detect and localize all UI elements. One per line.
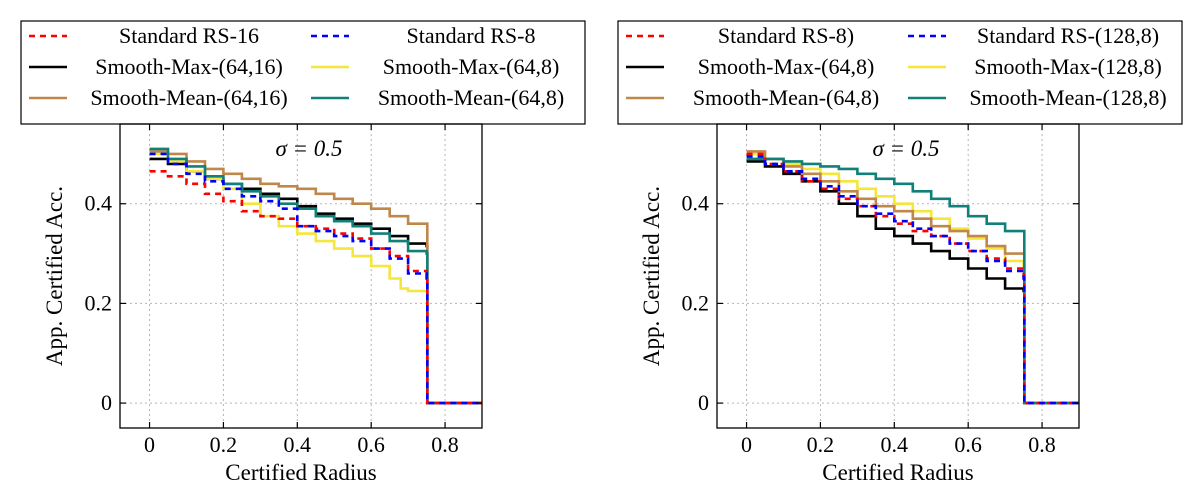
x-tick-label: 0.6 — [954, 432, 982, 457]
legend-item: Smooth-Max-(64,8) — [311, 54, 559, 79]
y-axis-label: App. Certified Acc. — [42, 186, 67, 366]
y-tick-label: 0 — [101, 390, 112, 415]
legend: Standard RS-16 Standard RS-8 Smooth-Max-(6… — [20, 20, 586, 125]
x-tick-label: 0.6 — [357, 432, 385, 457]
y-axis-label: App. Certified Acc. — [639, 186, 664, 366]
x-tick-label: 0 — [741, 432, 752, 457]
legend-label: Standard RS-8 — [407, 23, 536, 48]
x-tick-label: 0.8 — [1028, 432, 1056, 457]
legend: Standard RS-8) Standard RS-(128,8) Smooth-… — [617, 20, 1183, 125]
x-axis-label: Certified Radius — [225, 460, 376, 485]
legend-box — [20, 20, 586, 125]
series-line — [149, 152, 482, 405]
series-line — [746, 160, 1079, 405]
legend-label: Smooth-Max-(64,8) — [383, 54, 560, 79]
legend-label: Smooth-Mean-(64,8) — [378, 85, 564, 110]
sigma-annotation: σ = 0.5 — [275, 136, 342, 161]
legend-label: Smooth-Mean-(64,8) — [693, 85, 879, 110]
y-tick-label: 0.4 — [85, 191, 113, 216]
sigma-annotation: σ = 0.5 — [872, 136, 939, 161]
legend-item: Standard RS-(128,8) — [908, 23, 1159, 48]
legend-item: Standard RS-8) — [626, 23, 854, 48]
legend-item: Smooth-Mean-(128,8) — [908, 85, 1167, 110]
y-tick-label: 0.2 — [85, 290, 113, 315]
legend-label: Smooth-Max-(64,8) — [698, 54, 875, 79]
x-tick-label: 0.4 — [284, 432, 312, 457]
series-lines — [149, 147, 482, 405]
legend-label: Smooth-Mean-(128,8) — [969, 85, 1166, 110]
x-tick-label: 0.8 — [431, 432, 459, 457]
series-line — [149, 150, 482, 405]
legend-item: Smooth-Mean-(64,8) — [311, 85, 564, 110]
legend-item: Smooth-Mean-(64,8) — [626, 85, 879, 110]
ticks: 0 0.2 0.4 0.6 0.8 0 0.2 0.4 — [682, 124, 1079, 457]
x-tick-label: 0.4 — [881, 432, 909, 457]
y-tick-label: 0.2 — [682, 290, 710, 315]
legend-label: Standard RS-(128,8) — [977, 23, 1159, 48]
series-line — [149, 170, 482, 405]
legend-label: Smooth-Max-(128,8) — [974, 54, 1162, 79]
x-tick-label: 0.2 — [210, 432, 238, 457]
chart-panel-left: Standard RS-16 Standard RS-8 Smooth-Max-(6… — [20, 20, 586, 485]
y-tick-label: 0 — [698, 390, 709, 415]
legend-item: Smooth-Mean-(64,16) — [29, 85, 288, 110]
series-line — [746, 150, 1079, 405]
plot-frame — [716, 123, 1080, 429]
legend-label: Smooth-Max-(64,16) — [95, 54, 283, 79]
x-tick-label: 0 — [144, 432, 155, 457]
legend-label: Standard RS-8) — [718, 23, 854, 48]
chart-left: Standard RS-16 Standard RS-8 Smooth-Max-(6… — [20, 20, 586, 485]
series-line — [746, 157, 1079, 405]
y-tick-label: 0.4 — [682, 191, 710, 216]
plot-frame — [119, 123, 483, 429]
ticks: 0 0.2 0.4 0.6 0.8 0 0.2 0.4 — [85, 124, 482, 457]
legend-label: Smooth-Mean-(64,16) — [90, 85, 287, 110]
legend-item: Standard RS-16 — [29, 23, 259, 48]
legend-label: Standard RS-16 — [119, 23, 259, 48]
legend-item: Smooth-Max-(64,8) — [626, 54, 874, 79]
legend-item: Smooth-Max-(128,8) — [908, 54, 1162, 79]
series-lines — [746, 150, 1079, 405]
legend-item: Smooth-Max-(64,16) — [29, 54, 283, 79]
series-line — [746, 155, 1079, 405]
x-tick-label: 0.2 — [807, 432, 835, 457]
legend-item: Standard RS-8 — [311, 23, 535, 48]
chart-panel-right: Standard RS-8) Standard RS-(128,8) Smooth-… — [597, 0, 1194, 493]
series-line — [149, 147, 482, 405]
x-axis-label: Certified Radius — [822, 460, 973, 485]
series-line — [149, 157, 482, 405]
chart-right: Standard RS-8) Standard RS-(128,8) Smooth-… — [617, 20, 1183, 485]
